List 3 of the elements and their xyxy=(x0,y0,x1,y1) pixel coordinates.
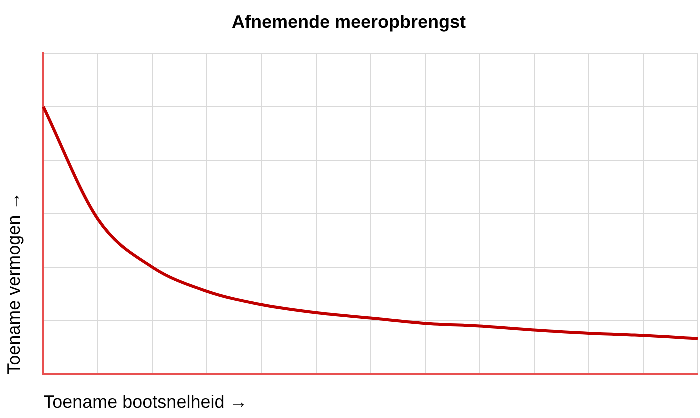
y-axis-title: Toename vermogen → xyxy=(4,192,24,374)
chart-title: Afnemende meeropbrengst xyxy=(232,12,466,32)
x-axis-title: Toename bootsnelheid → xyxy=(44,392,248,412)
